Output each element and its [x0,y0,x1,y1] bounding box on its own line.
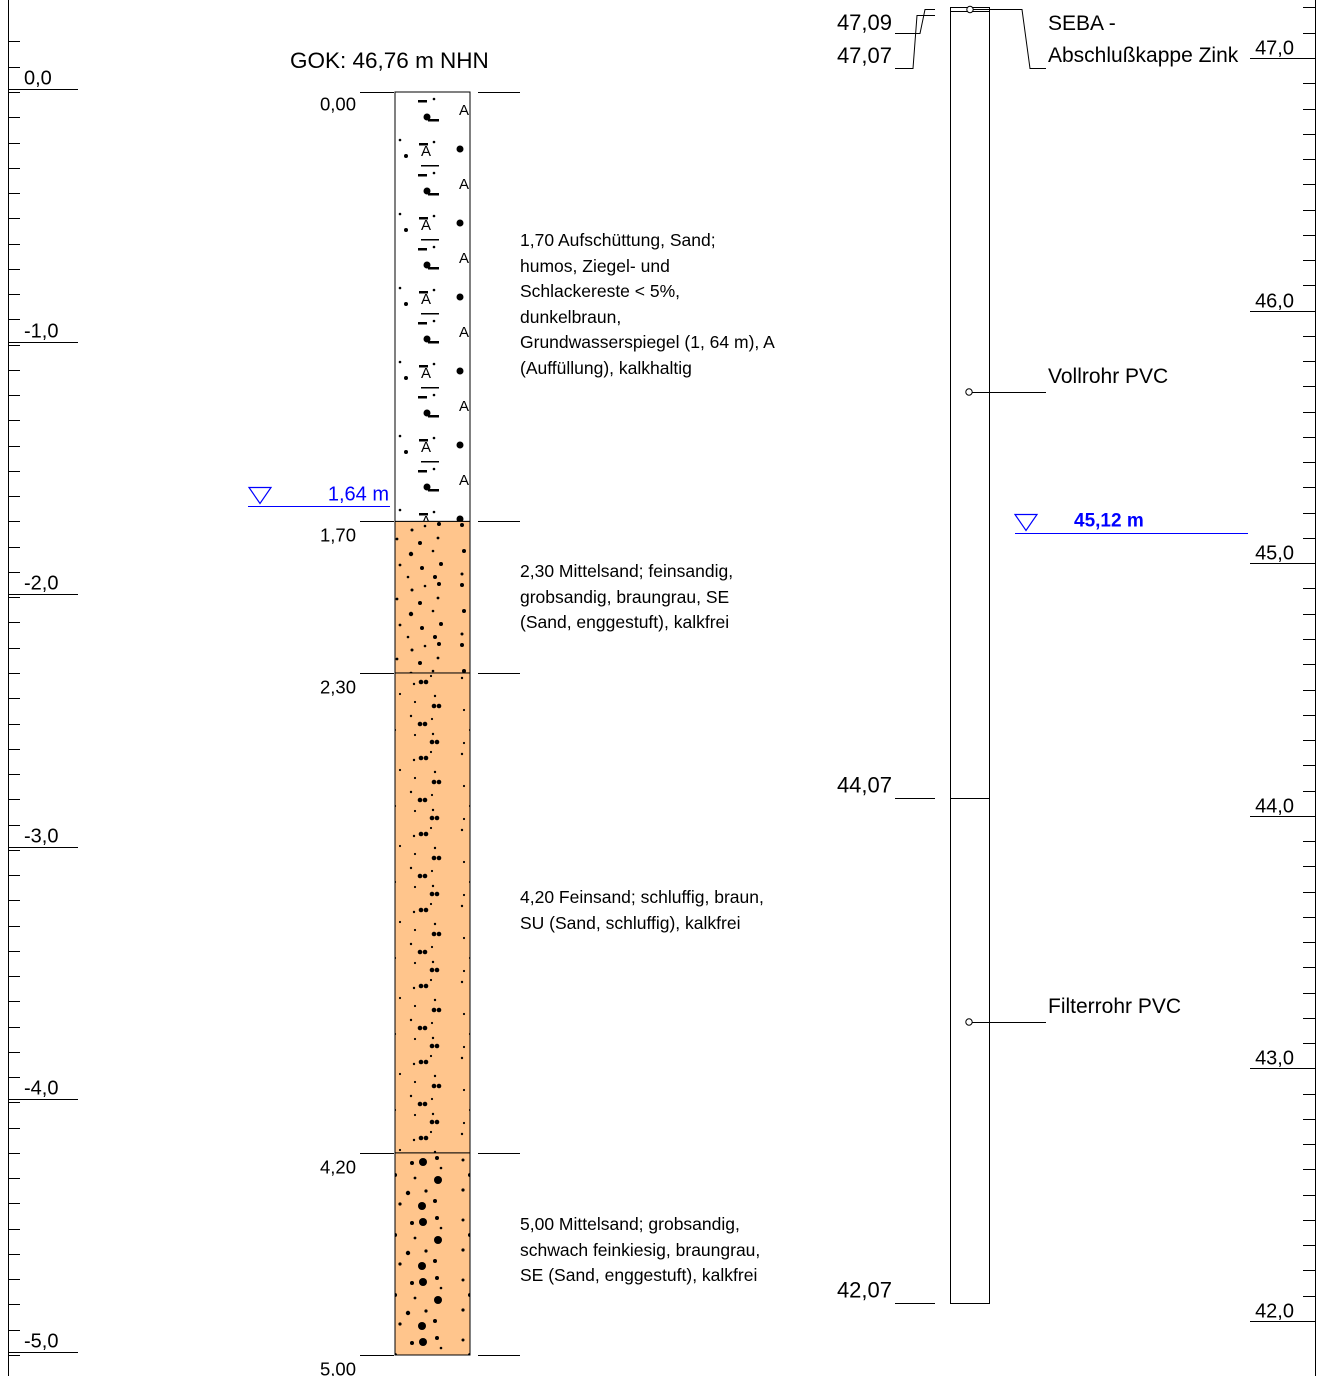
right-scale-label: 43,0 [1255,1048,1294,1070]
layer-1-description: 1,70 Aufschüttung, Sand; humos, Ziegel- … [520,230,775,378]
cap-level-leader-2 [895,15,935,69]
well-construction: 47,09 47,07 44,07 42,07 45,12 m [837,5,1248,1304]
layer-3-description: 4,20 Feinsand; schluffig, braun, SU (San… [520,887,764,933]
filter-pipe-label: Filterrohr PVC [1048,995,1182,1018]
left-scale-label: -2,0 [24,573,58,595]
filter-pipe-marker [965,1018,973,1026]
left-depth-scale: 0,0 -1,0 -2,0 -3,0 -4,0 -5,0 [8,0,78,1376]
filter-pipe [950,798,990,1304]
solid-pipe-marker [965,388,973,396]
right-scale-label: 46,0 [1255,291,1294,313]
left-scale-label: -4,0 [24,1078,58,1100]
water-level-triangle [247,486,273,505]
depth-label: 4,20 [320,1157,356,1178]
layer-3-pattern [394,672,471,1154]
filter-top-label: 44,07 [837,773,892,798]
left-scale-label: -5,0 [24,1331,58,1353]
layer-2-pattern [394,520,471,674]
boring-profile: 0,00 1,70 2,30 4,20 5,00 1,64 m [247,91,520,1376]
left-scale-label: -1,0 [24,321,58,343]
cap-marker [966,5,974,14]
filter-bottom-label: 42,07 [837,1278,892,1303]
layer-2-description: 2,30 Mittelsand; feinsandig, grobsandig,… [520,561,734,632]
right-scale-label: 44,0 [1255,796,1294,818]
depth-label: 2,30 [320,677,356,698]
depth-label: 5,00 [320,1359,356,1376]
well-water-level-label: 45,12 m [1074,511,1144,532]
left-scale-label: 0,0 [24,68,52,90]
cap-level-label: 47,07 [837,43,892,68]
solid-pipe [950,7,990,799]
depth-label: 0,00 [320,94,356,115]
depth-label: 1,70 [320,525,356,546]
solid-pipe-label: Vollrohr PVC [1048,365,1169,388]
boring-water-level-label: 1,64 m [328,484,389,506]
right-scale-label: 45,0 [1255,543,1294,565]
right-elevation-scale: 47,0 46,0 45,0 44,0 43,0 42,0 [1250,0,1316,1376]
layer-4-pattern [394,1152,471,1356]
cap-leader-line [973,9,1046,69]
cap-level-leader-1 [895,9,935,34]
left-scale-label: -3,0 [24,826,58,848]
cap-level-label: 47,09 [837,10,892,35]
ground-level-title: GOK: 46,76 m NHN [290,48,489,73]
well-water-triangle [1013,513,1039,532]
right-scale-label: 42,0 [1255,1301,1294,1323]
right-scale-label: 47,0 [1255,38,1294,60]
layer-1-pattern [394,91,471,522]
well-cap-label: SEBA - Abschlußkappe Zink [1048,12,1239,67]
layer-4-description: 5,00 Mittelsand; grobsandig, schwach fei… [520,1214,761,1285]
